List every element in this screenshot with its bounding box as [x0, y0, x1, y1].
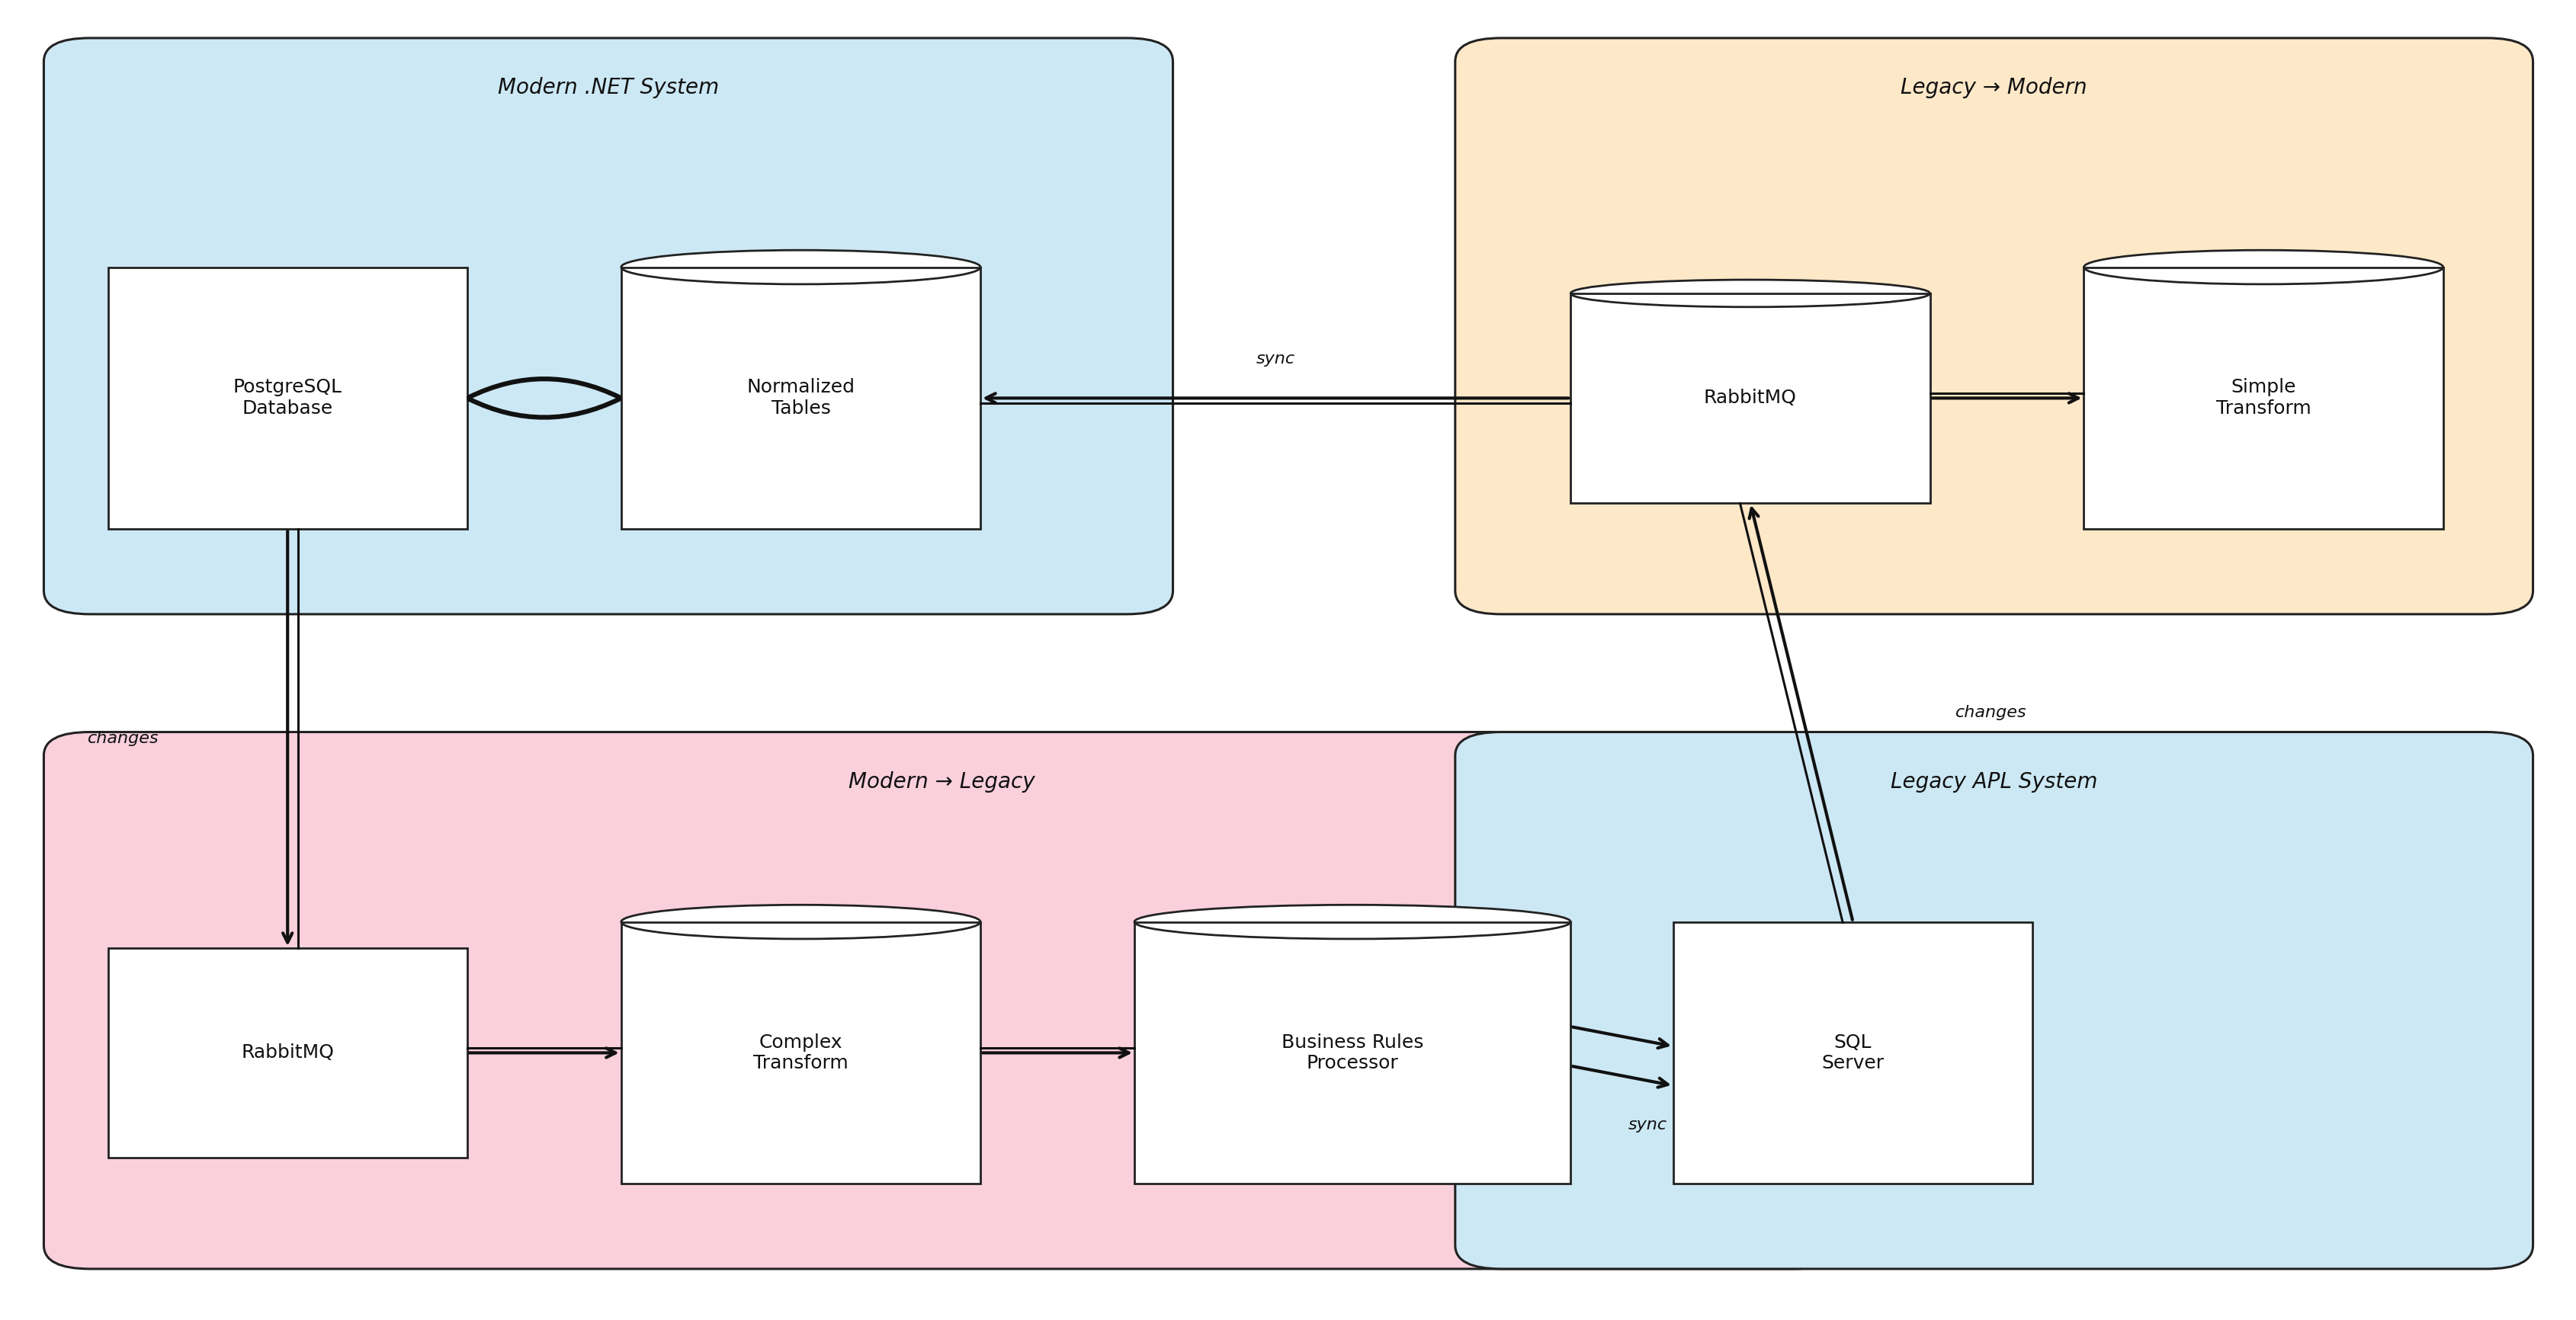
FancyArrowPatch shape — [469, 379, 618, 397]
FancyBboxPatch shape — [108, 948, 466, 1158]
Text: SQL
Server: SQL Server — [1821, 1034, 1883, 1073]
FancyBboxPatch shape — [2084, 267, 2442, 529]
Text: sync: sync — [1255, 351, 1296, 367]
Text: sync: sync — [1628, 1117, 1667, 1133]
FancyBboxPatch shape — [1133, 921, 1571, 1184]
Text: changes: changes — [1955, 705, 2027, 719]
FancyBboxPatch shape — [1672, 921, 2032, 1184]
FancyBboxPatch shape — [1455, 733, 2532, 1269]
Ellipse shape — [2084, 251, 2442, 284]
Text: RabbitMQ: RabbitMQ — [242, 1044, 335, 1063]
FancyBboxPatch shape — [44, 733, 1839, 1269]
FancyBboxPatch shape — [1455, 38, 2532, 614]
FancyArrowPatch shape — [469, 399, 618, 417]
Text: Legacy APL System: Legacy APL System — [1891, 771, 2097, 792]
FancyBboxPatch shape — [1571, 293, 1929, 503]
Text: changes: changes — [88, 731, 160, 746]
Text: Normalized
Tables: Normalized Tables — [747, 379, 855, 418]
FancyBboxPatch shape — [108, 267, 466, 529]
FancyBboxPatch shape — [44, 38, 1172, 614]
Text: Complex
Transform: Complex Transform — [752, 1034, 848, 1073]
Text: Legacy → Modern: Legacy → Modern — [1901, 78, 2087, 99]
FancyBboxPatch shape — [621, 267, 979, 529]
Ellipse shape — [621, 906, 979, 939]
FancyBboxPatch shape — [621, 921, 979, 1184]
Text: PostgreSQL
Database: PostgreSQL Database — [232, 379, 343, 418]
Text: RabbitMQ: RabbitMQ — [1703, 389, 1795, 408]
Text: Simple
Transform: Simple Transform — [2215, 379, 2311, 418]
Text: Modern .NET System: Modern .NET System — [497, 78, 719, 99]
Text: Modern → Legacy: Modern → Legacy — [848, 771, 1036, 792]
Ellipse shape — [1571, 280, 1929, 308]
Text: Business Rules
Processor: Business Rules Processor — [1280, 1034, 1422, 1073]
Ellipse shape — [1133, 906, 1571, 939]
Ellipse shape — [621, 251, 979, 284]
